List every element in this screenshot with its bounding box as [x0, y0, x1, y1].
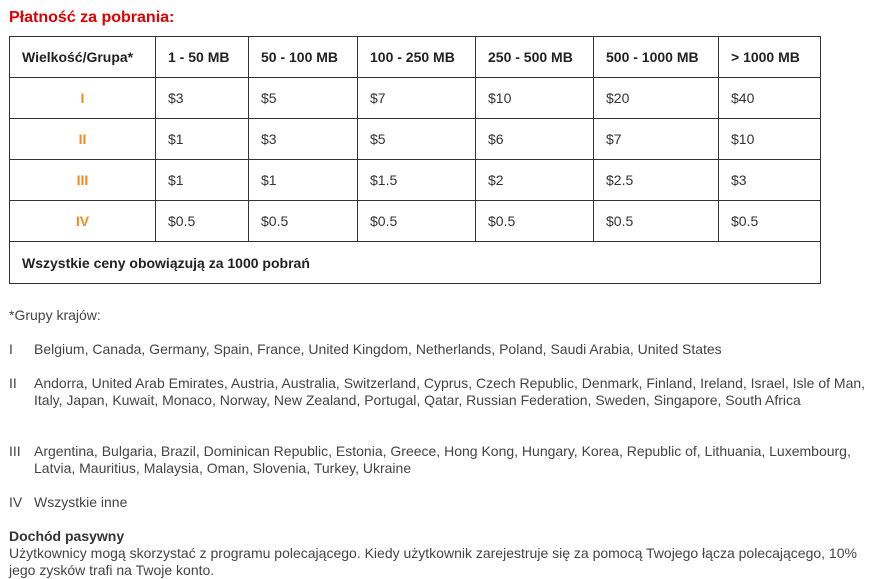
price-cell: $10 [718, 118, 821, 160]
column-header: 1 - 50 MB [155, 36, 249, 78]
column-header: 250 - 500 MB [475, 36, 594, 78]
group-label: III [9, 159, 156, 201]
table-footer-note: Wszystkie ceny obowiązują za 1000 pobrań [9, 241, 821, 284]
price-cell: $0.5 [248, 200, 358, 242]
table-row: II $1 $3 $5 $6 $7 $10 [9, 118, 821, 160]
table-header-row: Wielkość/Grupa* 1 - 50 MB 50 - 100 MB 10… [9, 36, 821, 78]
country-group-number: II [9, 375, 17, 391]
passive-income-text: Użytkownicy mogą skorzystać z programu p… [9, 545, 857, 578]
country-group-number: IV [9, 494, 23, 510]
table-row: I $3 $5 $7 $10 $20 $40 [9, 77, 821, 119]
price-cell: $7 [357, 77, 476, 119]
price-cell: $1 [155, 118, 249, 160]
column-header: 500 - 1000 MB [593, 36, 719, 78]
table-row: III $1 $1 $1.5 $2 $2.5 $3 [9, 159, 821, 201]
page-heading: Płatność za pobrania: [9, 9, 175, 26]
price-cell: $0.5 [718, 200, 821, 242]
price-cell: $3 [718, 159, 821, 201]
group-label: I [9, 77, 156, 119]
group-label: II [9, 118, 156, 160]
table-row: IV $0.5 $0.5 $0.5 $0.5 $0.5 $0.5 [9, 200, 821, 242]
column-header: > 1000 MB [718, 36, 821, 78]
column-header: Wielkość/Grupa* [9, 36, 156, 78]
column-header: 50 - 100 MB [248, 36, 358, 78]
price-cell: $5 [357, 118, 476, 160]
table-footer-row: Wszystkie ceny obowiązują za 1000 pobrań [9, 241, 821, 284]
price-cell: $7 [593, 118, 719, 160]
price-cell: $0.5 [357, 200, 476, 242]
price-cell: $1 [248, 159, 358, 201]
country-group-number: I [9, 341, 13, 357]
price-cell: $5 [248, 77, 358, 119]
price-cell: $3 [155, 77, 249, 119]
passive-income-title: Dochód pasywny [9, 528, 125, 544]
price-cell: $1 [155, 159, 249, 201]
price-cell: $3 [248, 118, 358, 160]
country-groups-note: *Grupy krajów: [9, 307, 101, 323]
price-cell: $0.5 [593, 200, 719, 242]
price-cell: $40 [718, 77, 821, 119]
country-group-number: III [9, 443, 21, 459]
pricing-table: Wielkość/Grupa* 1 - 50 MB 50 - 100 MB 10… [9, 36, 821, 284]
price-cell: $2.5 [593, 159, 719, 201]
price-cell: $2 [475, 159, 594, 201]
country-group-list: Wszystkie inne [34, 494, 128, 510]
country-group-list: Andorra, United Arab Emirates, Austria, … [34, 375, 866, 408]
price-cell: $6 [475, 118, 594, 160]
country-group-list: Belgium, Canada, Germany, Spain, France,… [34, 341, 722, 357]
price-cell: $20 [593, 77, 719, 119]
group-label: IV [9, 200, 156, 242]
price-cell: $0.5 [155, 200, 249, 242]
price-cell: $1.5 [357, 159, 476, 201]
country-group-list: Argentina, Bulgaria, Brazil, Dominican R… [34, 443, 851, 476]
column-header: 100 - 250 MB [357, 36, 476, 78]
price-cell: $10 [475, 77, 594, 119]
price-cell: $0.5 [475, 200, 594, 242]
